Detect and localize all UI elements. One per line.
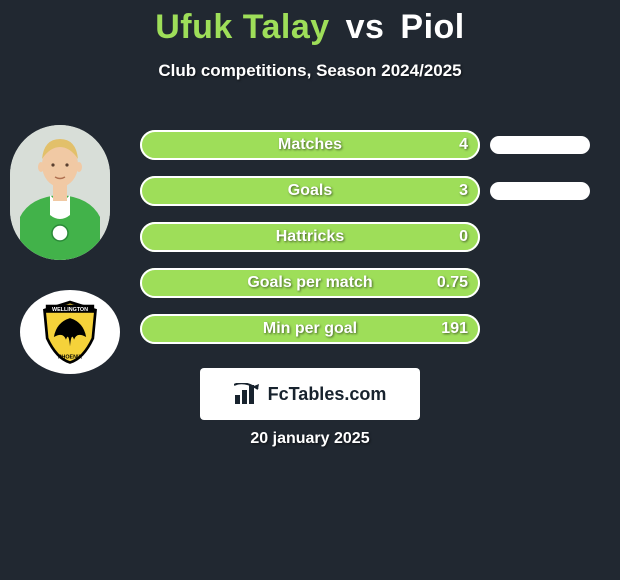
stat-bar-left: Hattricks0 — [140, 222, 480, 252]
stat-value: 0 — [459, 228, 468, 246]
vs-label: vs — [346, 8, 385, 46]
stat-bar-left: Min per goal191 — [140, 314, 480, 344]
stat-value: 0.75 — [437, 274, 468, 292]
stat-rows: Matches4Goals3Hattricks0Goals per match0… — [140, 122, 600, 352]
subtitle: Club competitions, Season 2024/2025 — [0, 61, 620, 81]
stat-row: Goals3 — [140, 168, 600, 214]
stat-value: 4 — [459, 136, 468, 154]
club-logo-svg: WELLINGTON PHOENIX — [30, 298, 110, 365]
stat-bar-left: Matches4 — [140, 130, 480, 160]
stat-row: Hattricks0 — [140, 214, 600, 260]
club-logo-sublabel: PHOENIX — [58, 355, 83, 361]
stat-label: Goals per match — [140, 274, 480, 292]
stat-label: Hattricks — [140, 228, 480, 246]
player-photo-svg — [10, 125, 110, 260]
stat-bar-left: Goals per match0.75 — [140, 268, 480, 298]
fctables-badge: FcTables.com — [200, 368, 420, 420]
stat-label: Goals — [140, 182, 480, 200]
club-logo: WELLINGTON PHOENIX — [20, 290, 120, 374]
club-logo-label: WELLINGTON — [52, 307, 88, 313]
stat-label: Matches — [140, 136, 480, 154]
page-title: Ufuk Talay vs Piol — [0, 0, 620, 47]
player2-name: Piol — [400, 8, 464, 46]
stat-bar-left: Goals3 — [140, 176, 480, 206]
stat-label: Min per goal — [140, 320, 480, 338]
stat-row: Min per goal191 — [140, 306, 600, 352]
stat-row: Matches4 — [140, 122, 600, 168]
stat-row: Goals per match0.75 — [140, 260, 600, 306]
stat-value: 191 — [441, 320, 468, 338]
stat-bar-right — [490, 182, 590, 200]
stat-value: 3 — [459, 182, 468, 200]
stat-bar-right — [490, 136, 590, 154]
fctables-text: FcTables.com — [268, 384, 387, 405]
player1-name: Ufuk Talay — [155, 8, 329, 46]
bar-chart-icon — [234, 383, 262, 405]
date-line: 20 january 2025 — [0, 430, 620, 448]
player-photo — [10, 125, 110, 260]
